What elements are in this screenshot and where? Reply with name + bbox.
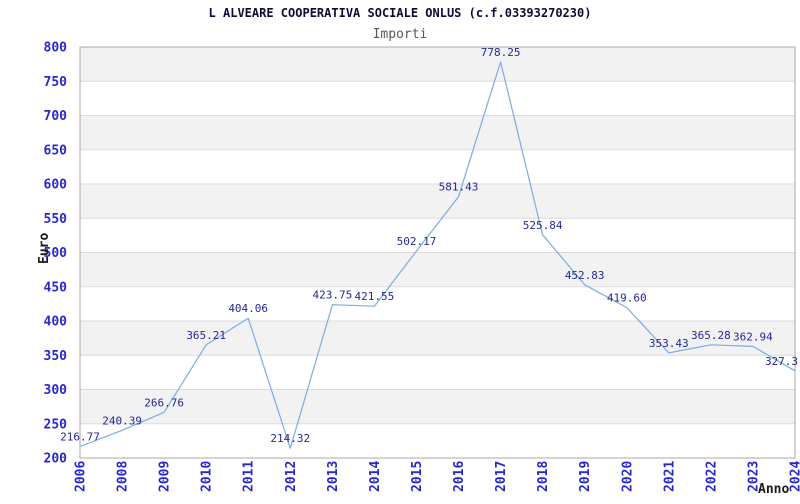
y-tick-label: 350 <box>44 349 68 364</box>
plot-band <box>80 424 795 458</box>
y-tick-label: 550 <box>44 212 68 227</box>
x-tick-label: 2009 <box>158 461 173 492</box>
x-tick-label: 2021 <box>662 461 677 492</box>
plot-band <box>80 150 795 184</box>
y-tick-label: 200 <box>44 452 68 467</box>
data-point-label: 362.94 <box>733 330 773 343</box>
plot-band <box>80 287 795 321</box>
x-tick-label: 2019 <box>578 461 593 492</box>
x-tick-label: 2012 <box>284 461 299 492</box>
plot-band <box>80 116 795 150</box>
data-point-label: 404.06 <box>228 302 268 315</box>
x-tick-label: 2006 <box>74 461 89 492</box>
y-tick-label: 400 <box>44 315 68 330</box>
x-axis-title: Anno <box>758 482 789 497</box>
x-tick-label: 2017 <box>494 461 509 492</box>
data-point-label: 365.21 <box>186 329 226 342</box>
x-tick-label: 2015 <box>410 461 425 492</box>
x-tick-label: 2024 <box>789 461 800 492</box>
data-point-label: 214.32 <box>270 432 310 445</box>
data-point-label: 419.60 <box>607 292 647 305</box>
plot-band <box>80 184 795 218</box>
data-point-label: 452.83 <box>565 269 605 282</box>
y-tick-label: 450 <box>44 280 68 295</box>
x-tick-label: 2018 <box>536 461 551 492</box>
plot-band <box>80 390 795 424</box>
x-tick-label: 2008 <box>116 461 131 492</box>
y-tick-label: 250 <box>44 417 68 432</box>
y-tick-label: 700 <box>44 109 68 124</box>
data-point-label: 327.3 <box>765 355 798 368</box>
x-tick-label: 2013 <box>326 461 341 492</box>
x-axis-tick-labels: 2006 2008 2009 2010 2011 2012 2013 2014 2015 2016… <box>74 461 800 492</box>
data-point-label: 581.43 <box>439 181 479 194</box>
chart-title: L ALVEARE COOPERATIVA SOCIALE ONLUS (c.f… <box>209 6 592 20</box>
data-point-label: 423.75 <box>313 289 353 302</box>
x-tick-label: 2022 <box>704 461 719 492</box>
x-tick-label: 2020 <box>620 461 635 492</box>
chart-subtitle: Importi <box>373 27 428 42</box>
y-tick-label: 600 <box>44 178 68 193</box>
plot-band <box>80 47 795 81</box>
x-tick-label: 2010 <box>200 461 215 492</box>
data-point-label: 525.84 <box>523 219 563 232</box>
data-point-label: 365.28 <box>691 329 731 342</box>
data-point-label: 240.39 <box>102 414 142 427</box>
x-tick-label: 2011 <box>242 461 257 492</box>
data-point-label: 502.17 <box>397 235 437 248</box>
plot-band <box>80 253 795 287</box>
data-point-label: 421.55 <box>355 290 395 303</box>
y-tick-label: 650 <box>44 143 68 158</box>
y-tick-label: 300 <box>44 383 68 398</box>
x-tick-label: 2014 <box>368 461 383 492</box>
data-point-label: 353.43 <box>649 337 689 350</box>
y-tick-label: 750 <box>44 75 68 90</box>
y-axis-title: Euro <box>37 233 52 264</box>
data-point-label: 266.76 <box>144 396 184 409</box>
y-tick-label: 800 <box>44 41 68 56</box>
data-point-label: 778.25 <box>481 46 521 59</box>
plot-band <box>80 81 795 115</box>
data-point-label: 216.77 <box>60 431 100 444</box>
plot-band <box>80 355 795 389</box>
x-tick-label: 2016 <box>452 461 467 492</box>
